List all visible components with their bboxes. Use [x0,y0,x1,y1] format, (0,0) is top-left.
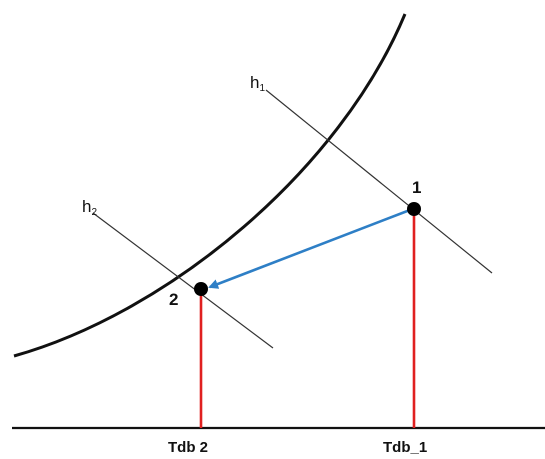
enthalpy-line-h1 [265,89,493,274]
state-point-2 [194,282,208,296]
enthalpy-label-h2: h2 [82,197,97,218]
enthalpy-label-h1: h1 [250,73,265,94]
enthalpy-h2-base: h [82,197,91,216]
enthalpy-line-h2 [92,212,274,349]
tdb-2-label: Tdb 2 [168,439,208,456]
enthalpy-h2-subscript: 2 [91,207,97,218]
process-arrow [208,208,411,289]
tdb-1-label: Tdb_1 [383,439,427,456]
point-2-label: 2 [169,290,178,309]
saturation-curve [13,13,407,358]
point-1-label: 1 [412,178,421,197]
state-point-1 [407,202,421,216]
enthalpy-h1-base: h [250,73,259,92]
enthalpy-h1-subscript: 1 [259,83,265,94]
